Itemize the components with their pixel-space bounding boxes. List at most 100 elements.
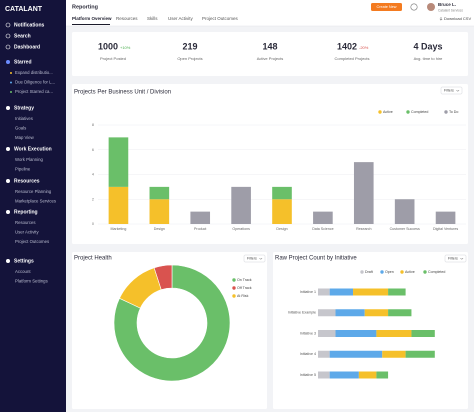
y-tick-label: Initiative Example [288,311,316,315]
nav-item[interactable]: Platform Settings [15,279,48,284]
legend-label: Open [385,270,394,274]
filter-caret[interactable] [456,89,460,92]
filter-label[interactable]: Filters [247,257,257,261]
nav-item[interactable]: Project Starred ca... [15,89,53,94]
filter-caret[interactable] [460,257,464,260]
filter-label[interactable]: Filters [448,257,458,261]
filter-button[interactable] [440,86,463,95]
filter-button[interactable] [444,254,467,263]
nav-item[interactable]: User Activity [15,230,39,235]
help-icon[interactable] [410,3,418,11]
legend-label: Active [383,110,393,114]
bar-segment [376,330,412,337]
chart-title: Projects Per Business Unit / Division [74,90,171,96]
star-dot [10,72,12,74]
nav-section[interactable]: Strategy [14,105,34,111]
legend-swatch [360,270,364,274]
x-tick-label: Marketing [111,227,127,231]
bar-segment [335,330,377,337]
bar-segment [313,211,333,224]
x-tick-label: Design [276,227,287,231]
section-icon [6,210,10,214]
nav-item[interactable]: Resource Planning [15,189,52,194]
avatar[interactable] [427,3,435,11]
nav-section[interactable]: Reporting [14,209,38,215]
legend-label: To Do [449,110,458,114]
bar-segment [318,288,330,296]
download-link[interactable]: Download CSV [444,16,471,21]
bar-segment [382,350,406,358]
nav-item[interactable]: Project Outcomes [15,239,49,244]
nav-item[interactable]: Expand distributio... [15,70,53,75]
bar-segment [329,350,383,358]
y-tick-label: 6 [92,148,94,152]
nav-item[interactable]: Due Diligence for L... [15,80,55,85]
legend-swatch [380,270,384,274]
nav-section[interactable]: Work Execution [14,146,52,152]
nav-item[interactable]: Search [14,33,31,39]
section-icon [6,106,10,110]
y-tick-label: 8 [92,123,94,127]
nav-item[interactable]: Goals [15,126,26,131]
nav-item[interactable]: Work Planning [15,157,43,162]
nav-item[interactable]: Account [15,269,31,274]
create-button-label[interactable]: Create New [376,5,396,9]
filter-caret[interactable] [259,257,263,260]
donut-segment [113,264,231,382]
bar-segment [329,371,359,379]
nav-icon [5,44,11,50]
legend-swatch [444,110,448,114]
bar-segment [405,350,435,358]
x-tick-label: Product [194,227,206,231]
tab[interactable]: Project Outcomes [202,16,239,21]
download-icon[interactable] [439,17,443,21]
filter-button[interactable] [243,254,266,263]
kpi-value: 1000 [98,41,118,51]
tab[interactable]: User Activity [168,16,194,21]
section-icon [6,147,10,151]
star-dot [10,91,12,93]
legend-swatch [400,270,404,274]
bar-segment [353,162,374,224]
nav-section[interactable]: Settings [14,258,34,264]
x-tick-label: Operations [232,227,250,231]
nav-section[interactable]: Resources [14,178,40,184]
bar-segment [388,288,406,296]
x-tick-label: Digital Ventures [433,227,458,231]
bar-segment [388,309,412,317]
nav-item[interactable]: Pipeline [15,167,31,172]
nav-item[interactable]: Resources [15,220,36,225]
legend-swatch [232,278,236,282]
bar-segment [364,309,389,317]
nav-item[interactable]: Notifications [14,22,44,28]
legend-label: Draft [365,270,373,274]
tab[interactable]: Resources [116,16,138,21]
legend-swatch [406,110,410,114]
section-icon [6,179,10,183]
nav-item[interactable]: Map View [15,135,35,140]
x-tick-label: Data Science [312,227,333,231]
legend-label: Completed [428,270,445,274]
section-icon [6,259,10,263]
bar-segment [353,288,389,296]
create-button[interactable] [371,3,402,11]
nav-icon [5,33,11,39]
user-name: Bruce L. [438,2,456,7]
kpi-label: Active Projects [257,56,283,61]
tab-underline [72,24,110,25]
kpi-value: 1402 [337,41,357,51]
filter-label[interactable]: Filters [444,89,454,93]
legend-swatch [232,286,236,290]
y-tick-label: 2 [92,197,94,201]
bar-segment [190,211,211,224]
nav-section[interactable]: Starred [14,59,32,65]
bar-segment [272,186,292,200]
nav-item[interactable]: Marketplace Services [15,199,56,204]
nav-item[interactable]: Dashboard [14,44,40,50]
kpi-label: Completed Projects [335,56,370,61]
tab[interactable]: Platform Overview [72,16,112,21]
tab[interactable]: Skills [147,16,158,21]
nav-item[interactable]: Initiatives [15,116,33,121]
bar-segment [376,371,389,379]
